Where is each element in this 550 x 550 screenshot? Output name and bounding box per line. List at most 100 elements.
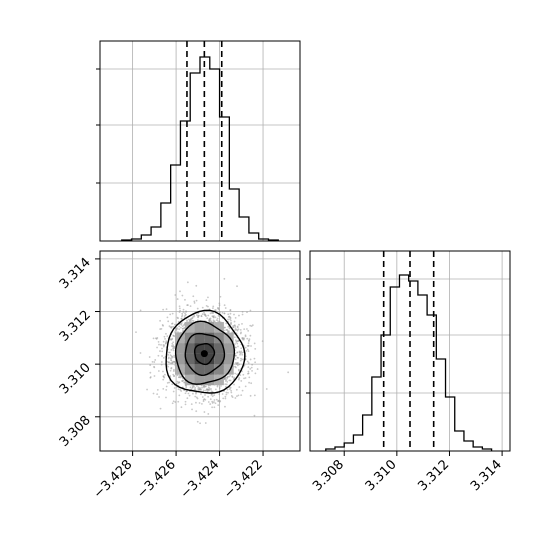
scatter-point bbox=[211, 406, 214, 409]
scatter-point bbox=[199, 393, 202, 395]
density-cell bbox=[184, 343, 195, 354]
scatter-point bbox=[173, 354, 176, 357]
scatter-point bbox=[251, 363, 254, 366]
scatter-point bbox=[234, 339, 237, 342]
scatter-point bbox=[201, 386, 204, 389]
scatter-point bbox=[229, 317, 232, 319]
scatter-point bbox=[232, 325, 235, 327]
scatter-point bbox=[176, 316, 179, 319]
scatter-point bbox=[159, 319, 162, 322]
scatter-point bbox=[207, 413, 210, 415]
scatter-point bbox=[218, 302, 221, 305]
scatter-point bbox=[243, 337, 245, 340]
scatter-point bbox=[193, 385, 195, 388]
scatter-point bbox=[212, 307, 214, 310]
scatter-point bbox=[244, 334, 247, 337]
scatter-point bbox=[180, 406, 183, 409]
scatter-point bbox=[196, 385, 198, 387]
scatter-point bbox=[202, 398, 205, 401]
scatter-point bbox=[235, 341, 238, 343]
scatter-point bbox=[195, 299, 198, 302]
density-cell bbox=[214, 353, 224, 365]
scatter-point bbox=[149, 376, 152, 379]
scatter-point bbox=[205, 299, 208, 302]
scatter-point bbox=[238, 314, 240, 317]
scatter-point bbox=[196, 319, 199, 322]
scatter-point bbox=[228, 379, 231, 382]
scatter-point bbox=[161, 324, 164, 326]
scatter-point bbox=[171, 322, 174, 325]
scatter-point bbox=[230, 395, 233, 397]
scatter-point bbox=[210, 388, 213, 390]
scatter-point bbox=[241, 351, 244, 354]
scatter-point bbox=[185, 313, 187, 316]
scatter-point bbox=[174, 331, 176, 333]
histogram-bin bbox=[372, 377, 381, 451]
scatter-point bbox=[204, 422, 207, 424]
scatter-point bbox=[227, 318, 229, 321]
scatter-point bbox=[254, 361, 257, 364]
scatter-point bbox=[239, 353, 241, 356]
scatter-point bbox=[172, 390, 175, 393]
scatter-point bbox=[165, 385, 168, 388]
scatter-point bbox=[214, 316, 217, 319]
scatter-point bbox=[160, 327, 163, 330]
scatter-point bbox=[215, 319, 218, 322]
scatter-point bbox=[162, 378, 165, 381]
scatter-point bbox=[239, 359, 242, 362]
scatter-point bbox=[232, 326, 234, 329]
scatter-point bbox=[211, 395, 214, 398]
scatter-point bbox=[232, 378, 235, 380]
scatter-point bbox=[240, 350, 243, 353]
scatter-point bbox=[173, 356, 176, 359]
scatter-point bbox=[251, 369, 253, 372]
scatter-point bbox=[223, 312, 226, 315]
scatter-point bbox=[165, 332, 167, 335]
scatter-point bbox=[197, 386, 200, 389]
scatter-point bbox=[157, 370, 160, 372]
scatter-point bbox=[241, 322, 243, 325]
scatter-point bbox=[182, 308, 185, 311]
scatter-point bbox=[199, 388, 202, 391]
scatter-point bbox=[169, 369, 172, 372]
scatter-point bbox=[202, 389, 205, 392]
scatter-point bbox=[234, 352, 237, 355]
scatter-point bbox=[217, 400, 220, 403]
scatter-point bbox=[237, 328, 240, 331]
density-cell bbox=[194, 353, 205, 365]
histogram-bin bbox=[381, 335, 390, 451]
scatter-point bbox=[195, 392, 197, 395]
scatter-point bbox=[248, 339, 250, 342]
density-cell bbox=[184, 374, 195, 386]
scatter-point bbox=[231, 376, 234, 378]
scatter-point bbox=[162, 308, 165, 311]
scatter-point bbox=[236, 351, 239, 354]
scatter-point bbox=[178, 311, 181, 313]
scatter-point bbox=[186, 319, 188, 322]
scatter-point bbox=[249, 358, 252, 361]
scatter-point bbox=[179, 388, 182, 391]
scatter-point bbox=[247, 370, 250, 373]
scatter-point bbox=[196, 307, 199, 310]
histogram-bin bbox=[363, 415, 372, 451]
scatter-point bbox=[219, 295, 222, 298]
histogram-bin bbox=[473, 447, 482, 451]
scatter-point bbox=[218, 400, 221, 403]
scatter-point bbox=[209, 403, 212, 405]
scatter-point bbox=[225, 383, 228, 386]
scatter-point bbox=[173, 347, 176, 350]
scatter-point bbox=[184, 403, 187, 406]
scatter-point bbox=[165, 388, 168, 391]
scatter-point bbox=[201, 402, 203, 405]
histogram-bin bbox=[239, 217, 249, 241]
scatter-point bbox=[166, 316, 169, 319]
density-peak bbox=[200, 350, 208, 358]
histogram-bin bbox=[141, 235, 151, 241]
scatter-point bbox=[178, 307, 181, 310]
histogram-bin bbox=[390, 287, 399, 451]
scatter-point bbox=[247, 350, 250, 352]
scatter-point bbox=[170, 345, 173, 347]
scatter-point bbox=[244, 385, 247, 388]
scatter-point bbox=[230, 319, 232, 322]
scatter-point bbox=[240, 331, 242, 334]
